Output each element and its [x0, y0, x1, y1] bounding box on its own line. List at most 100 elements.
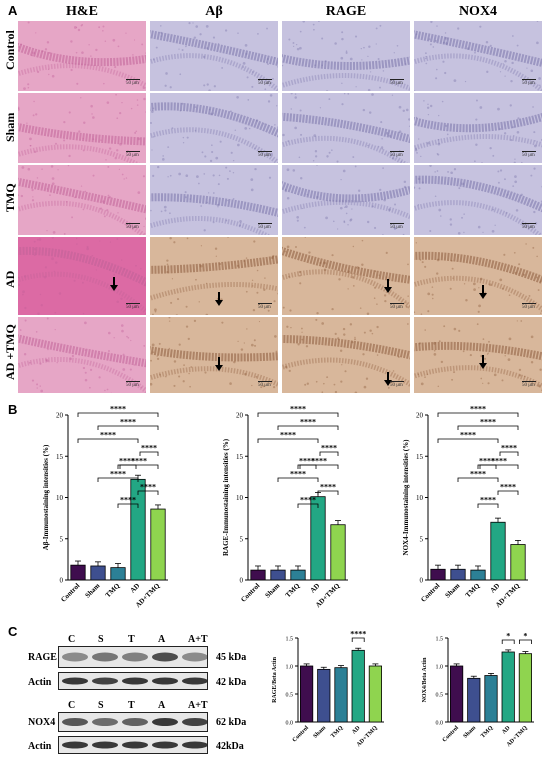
- significance-label: ****: [131, 457, 147, 466]
- column-header-abeta: Aβ: [205, 4, 223, 19]
- scale-bar: 50 μm: [258, 225, 271, 230]
- micrograph-texture: [150, 165, 278, 235]
- micrograph-texture: [414, 99, 542, 163]
- actin-kda-1: 42 kDa: [216, 677, 247, 688]
- micrograph-sham-nox4: 50 μm: [413, 92, 543, 164]
- significance-bracket: [299, 464, 339, 469]
- lane-label: T: [128, 700, 135, 711]
- blot-band: [62, 718, 88, 726]
- y-tick-label: 0.0: [436, 721, 444, 727]
- blot-band: [92, 741, 118, 749]
- lane-label: A+T: [188, 634, 208, 645]
- nox4-blot: [58, 712, 208, 732]
- significance-label: ****: [470, 405, 486, 414]
- scale-bar: 50 μm: [258, 305, 271, 310]
- significance-bracket: [319, 451, 339, 456]
- row-label-ad-tmq: AD +TMQ: [3, 324, 17, 380]
- micrograph-sham-rage: 50 μm: [281, 92, 411, 164]
- arrow-icon: [479, 355, 487, 369]
- scale-bar: 50 μm: [390, 305, 403, 310]
- significance-bracket: [119, 464, 159, 469]
- significance-bracket: [457, 477, 499, 482]
- micrograph-sham-abeta: 50 μm: [149, 92, 279, 164]
- significance-label: *: [523, 632, 527, 641]
- blot-band: [122, 718, 148, 726]
- micrograph-texture: [150, 317, 278, 389]
- nox4-kda: 62 kDa: [216, 717, 247, 728]
- micrograph-tmq-he: 50 μm: [17, 164, 147, 236]
- blot-band: [122, 652, 148, 662]
- x-tick-label: AD: [351, 725, 362, 736]
- significance-bracket: [519, 639, 532, 644]
- arrow-icon: [215, 292, 223, 306]
- blot-band: [152, 677, 178, 685]
- bar: [270, 569, 286, 581]
- significance-bracket: [257, 412, 339, 417]
- y-tick-label: 15: [56, 453, 64, 461]
- x-tick-label: Sham: [463, 725, 478, 740]
- significance-label: ****: [311, 457, 327, 466]
- significance-label: ****: [480, 418, 496, 427]
- blot-band: [152, 652, 178, 662]
- bar: [150, 508, 166, 581]
- significance-label: *: [506, 632, 510, 641]
- significance-label: ****: [140, 483, 156, 492]
- significance-label: ****: [300, 496, 316, 505]
- scale-bar: 50 μm: [522, 81, 535, 86]
- scale-bar: 50 μm: [258, 383, 271, 388]
- lane-label: A: [158, 700, 166, 711]
- significance-label: ****: [350, 630, 366, 639]
- blot-band: [92, 652, 118, 662]
- significance-label: ****: [460, 431, 476, 440]
- lane-labels-top: C S T A A+T: [58, 634, 208, 646]
- x-tick-label: Sham: [84, 582, 102, 600]
- x-tick-label: TMQ: [104, 581, 122, 599]
- significance-label: ****: [141, 444, 157, 453]
- column-header-he: H&E: [66, 4, 98, 19]
- significance-bracket: [277, 425, 339, 430]
- y-tick-label: 15: [236, 453, 244, 461]
- micrograph-texture: [414, 320, 542, 391]
- x-tick-label: AD: [309, 582, 322, 595]
- column-header-nox4: NOX4: [458, 4, 498, 19]
- micrograph-ad-tmq-rage: 50 μm: [281, 316, 411, 394]
- scale-bar: 50 μm: [390, 383, 403, 388]
- actin-blot-2: [58, 736, 208, 754]
- micrograph-texture: [414, 242, 542, 315]
- significance-bracket: [139, 451, 159, 456]
- column-header-rage: RAGE: [325, 4, 367, 19]
- y-tick-label: 20: [236, 412, 244, 420]
- significance-bracket: [317, 490, 339, 495]
- micrograph-texture: [282, 165, 410, 235]
- significance-bracket: [457, 425, 519, 430]
- blot-band: [62, 741, 88, 749]
- blot-band: [152, 741, 178, 749]
- micrograph-ad-rage: 50 μm: [281, 236, 411, 316]
- blot-band: [92, 677, 118, 685]
- significance-label: ****: [280, 431, 296, 440]
- blot-band: [122, 741, 148, 749]
- blot-band: [92, 718, 118, 726]
- lane-label: A+T: [188, 700, 208, 711]
- micrograph-texture: [282, 237, 410, 315]
- significance-label: ****: [479, 457, 495, 466]
- bar: [110, 567, 126, 581]
- significance-label: ****: [290, 405, 306, 414]
- x-tick-label: AD: [489, 582, 502, 595]
- significance-label: ****: [321, 444, 337, 453]
- y-tick-label: 10: [236, 494, 244, 502]
- blot-band: [62, 677, 88, 685]
- row-label-ad: AD: [3, 270, 17, 288]
- significance-bracket: [351, 637, 365, 642]
- micrograph-control-rage: 50 μm: [281, 20, 411, 92]
- rage-blot-label: RAGE: [28, 652, 57, 663]
- y-tick-label: 1.5: [436, 637, 444, 643]
- scale-bar: 50 μm: [258, 81, 271, 86]
- lane-label: T: [128, 634, 135, 645]
- x-tick-label: TMQ: [330, 725, 345, 740]
- y-axis-label: Aβ-Immunostaining intensities (%): [42, 444, 50, 550]
- micrograph-control-abeta: 50 μm: [149, 20, 279, 92]
